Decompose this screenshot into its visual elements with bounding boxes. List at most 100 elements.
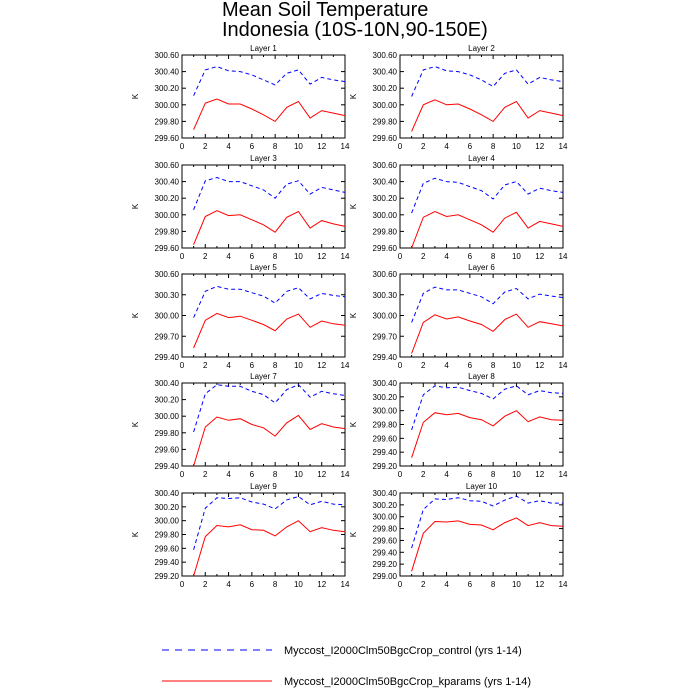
- y-tick-label: 299.00: [373, 572, 398, 581]
- x-tick-label: 4: [226, 142, 231, 151]
- plot-frame: [399, 273, 564, 358]
- x-tick-label: 10: [294, 580, 303, 589]
- plot-frame: [181, 492, 346, 577]
- panel-title: Layer 5: [250, 263, 277, 272]
- plot-frame: [399, 164, 564, 249]
- y-tick-label: 299.20: [373, 462, 398, 471]
- x-tick-label: 6: [468, 142, 473, 151]
- x-tick-label: 14: [341, 361, 350, 370]
- x-tick-label: 8: [273, 361, 278, 370]
- control-series-line: [193, 285, 346, 318]
- y-tick-label: 300.00: [373, 312, 398, 321]
- x-tick-label: 14: [559, 470, 568, 479]
- kparams-series-line: [411, 210, 564, 249]
- x-tick-label: 14: [341, 142, 350, 151]
- kparams-series-line: [193, 98, 346, 130]
- x-tick-label: 0: [180, 142, 185, 151]
- x-tick-label: 10: [512, 470, 521, 479]
- y-tick-label: 300.60: [155, 270, 180, 279]
- x-tick-label: 0: [398, 252, 403, 261]
- y-tick-label: 300.20: [373, 501, 398, 510]
- panel-layer-10: Layer 10 299.00 299.20 299.40 299.60 299.80 30…: [349, 482, 568, 589]
- title-line-1: Mean Soil Temperature: [222, 0, 429, 21]
- x-tick-label: 12: [535, 142, 544, 151]
- y-tick-label: 300.60: [155, 51, 180, 60]
- x-tick-label: 10: [512, 580, 521, 589]
- panel-title: Layer 1: [250, 44, 277, 53]
- x-tick-label: 8: [273, 470, 278, 479]
- y-tick-label: 300.40: [373, 178, 398, 187]
- y-tick-label: 300.60: [373, 51, 398, 60]
- x-tick-label: 2: [421, 580, 426, 589]
- x-tick-label: 12: [535, 580, 544, 589]
- y-tick-label: 299.60: [373, 434, 398, 443]
- control-series-line: [411, 286, 564, 323]
- panel-layer-4: Layer 4 299.60 299.80 300.00 300.20 300.40 300…: [349, 154, 568, 261]
- x-tick-label: 12: [535, 361, 544, 370]
- y-tick-label: 300.40: [155, 178, 180, 187]
- y-axis-label: K: [349, 203, 358, 209]
- y-tick-label: 299.70: [155, 332, 180, 341]
- x-tick-label: 4: [444, 580, 449, 589]
- x-tick-label: 4: [226, 580, 231, 589]
- x-tick-label: 12: [317, 470, 326, 479]
- x-tick-label: 4: [444, 142, 449, 151]
- panel-layer-7: Layer 7 299.40 299.60 299.80 300.00 300.20 300…: [131, 372, 350, 479]
- x-tick-label: 12: [317, 580, 326, 589]
- x-tick-label: 10: [294, 361, 303, 370]
- y-tick-label: 300.60: [373, 161, 398, 170]
- x-tick-label: 8: [491, 142, 496, 151]
- kparams-series-line: [193, 414, 346, 467]
- y-tick-label: 299.40: [155, 353, 180, 362]
- x-tick-label: 14: [559, 252, 568, 261]
- plot-frame: [181, 164, 346, 249]
- x-tick-label: 10: [512, 361, 521, 370]
- control-series-line: [193, 384, 346, 433]
- panel-title: Layer 3: [250, 154, 277, 163]
- x-tick-label: 6: [250, 470, 255, 479]
- y-tick-label: 299.80: [155, 117, 180, 126]
- x-tick-label: 10: [294, 470, 303, 479]
- y-tick-label: 299.40: [373, 448, 398, 457]
- x-tick-label: 4: [226, 470, 231, 479]
- x-tick-label: 0: [180, 580, 185, 589]
- x-tick-label: 12: [317, 252, 326, 261]
- x-tick-label: 14: [559, 361, 568, 370]
- x-tick-label: 2: [421, 470, 426, 479]
- kparams-series-line: [411, 410, 564, 458]
- y-axis-label: K: [131, 312, 140, 318]
- x-tick-label: 2: [421, 361, 426, 370]
- x-tick-label: 0: [180, 361, 185, 370]
- x-tick-label: 2: [203, 470, 208, 479]
- kparams-series-line: [411, 517, 564, 572]
- y-tick-label: 300.40: [373, 489, 398, 498]
- panel-title: Layer 2: [468, 44, 495, 53]
- x-tick-label: 0: [398, 580, 403, 589]
- panel-layer-1: Layer 1 299.60 299.80 300.00 300.20 300.40 300…: [131, 44, 350, 151]
- y-tick-label: 300.40: [373, 68, 398, 77]
- y-tick-label: 299.80: [155, 227, 180, 236]
- x-tick-label: 2: [203, 142, 208, 151]
- x-tick-label: 6: [250, 252, 255, 261]
- y-tick-label: 299.80: [373, 227, 398, 236]
- panel-layer-2: Layer 2 299.60 299.80 300.00 300.20 300.40 300…: [349, 44, 568, 151]
- y-axis-label: K: [131, 421, 140, 427]
- y-tick-label: 300.00: [155, 312, 180, 321]
- y-tick-label: 300.40: [155, 68, 180, 77]
- panel-layer-9: Layer 9 299.20 299.40 299.60 299.80 300.00 300…: [131, 482, 350, 589]
- y-tick-label: 300.20: [155, 194, 180, 203]
- y-tick-label: 300.20: [373, 84, 398, 93]
- y-tick-label: 300.00: [155, 517, 180, 526]
- x-tick-label: 8: [273, 580, 278, 589]
- x-tick-label: 14: [341, 470, 350, 479]
- figure-title: Mean Soil Temperature Indonesia (10S-10N…: [222, 0, 488, 40]
- y-tick-label: 300.40: [155, 489, 180, 498]
- y-axis-label: K: [349, 531, 358, 537]
- x-tick-label: 14: [341, 580, 350, 589]
- plot-frame: [399, 492, 564, 577]
- x-tick-label: 0: [180, 252, 185, 261]
- y-axis-label: K: [131, 531, 140, 537]
- y-tick-label: 299.40: [373, 353, 398, 362]
- kparams-series-line: [193, 520, 346, 577]
- control-series-line: [411, 385, 564, 431]
